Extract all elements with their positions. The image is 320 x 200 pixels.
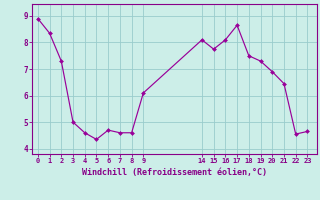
X-axis label: Windchill (Refroidissement éolien,°C): Windchill (Refroidissement éolien,°C) (82, 168, 267, 177)
